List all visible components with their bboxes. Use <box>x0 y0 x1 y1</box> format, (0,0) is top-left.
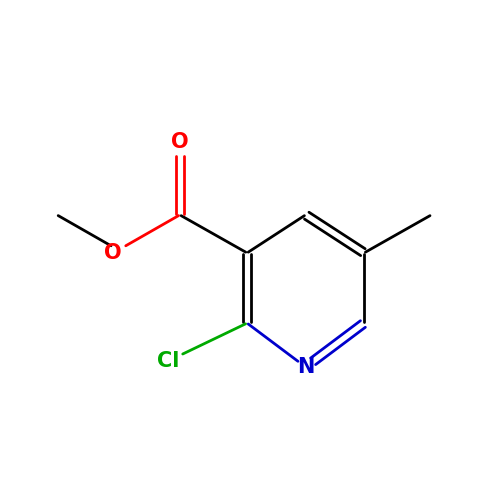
Text: Cl: Cl <box>157 351 180 371</box>
Text: N: N <box>297 357 314 377</box>
Text: O: O <box>171 132 188 152</box>
Text: O: O <box>104 243 122 263</box>
